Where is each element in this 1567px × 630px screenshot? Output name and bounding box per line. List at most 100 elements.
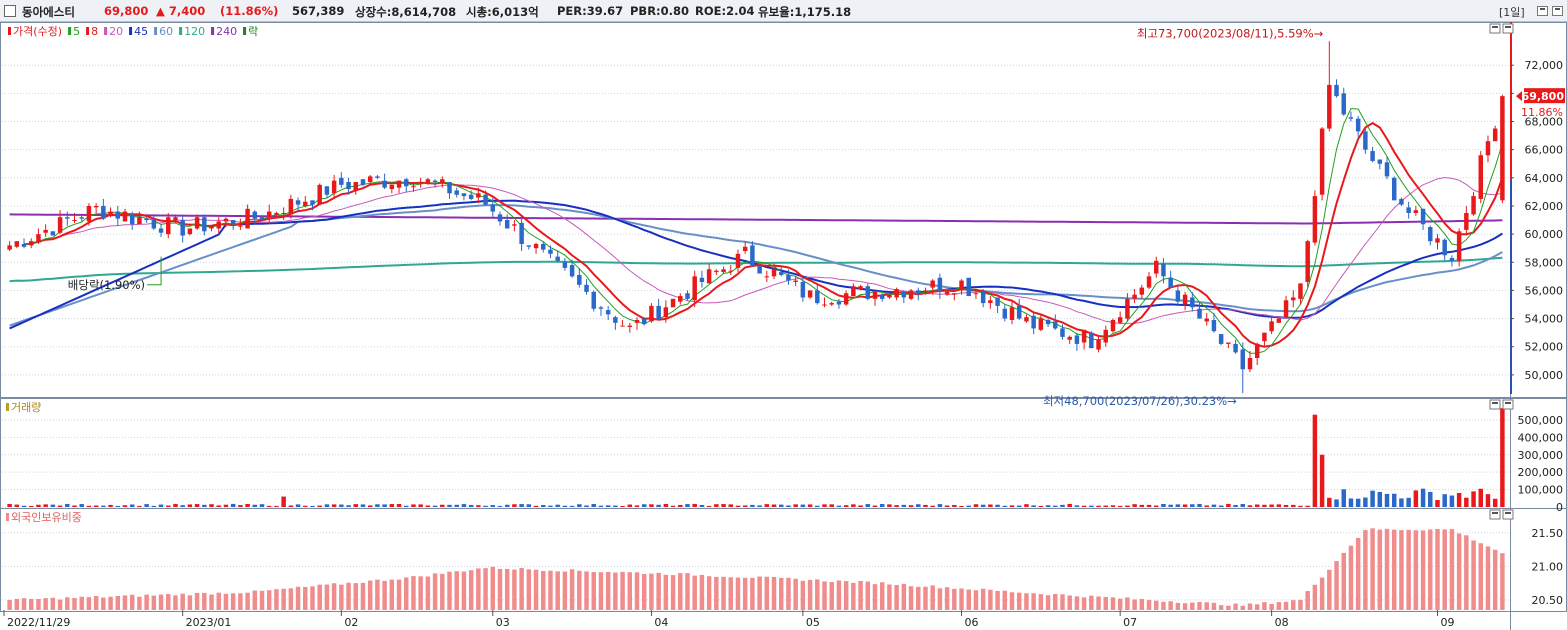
candle-body <box>555 256 560 261</box>
candle-body <box>1456 231 1462 261</box>
volume-bar <box>418 504 423 507</box>
volume-panel[interactable] <box>7 408 1505 507</box>
volume-bar <box>36 504 41 507</box>
price-tick-label: 54,000 <box>1525 313 1564 326</box>
candle-body <box>79 217 84 219</box>
price-tick-label: 56,000 <box>1525 284 1564 297</box>
volume-bar <box>115 505 121 507</box>
volume-bar <box>771 504 777 507</box>
volume-bar <box>101 505 106 507</box>
volume-bar <box>735 505 741 507</box>
price-panel[interactable] <box>7 41 1505 394</box>
foreign-ratio-bar <box>1117 598 1123 610</box>
candle-body <box>1110 319 1116 332</box>
foreign-ratio-bar <box>86 597 92 610</box>
volume-bar <box>1117 505 1123 507</box>
volume-bar <box>266 505 272 507</box>
volume-bar <box>461 504 467 507</box>
x-tick-label: 02 <box>344 616 358 629</box>
foreign-ratio-bar <box>1478 543 1483 610</box>
candle-body <box>980 291 986 304</box>
maximize-panel-icon <box>1502 23 1514 34</box>
select-checkbox[interactable] <box>4 5 16 17</box>
foreign-tick-label: 21.50 <box>1532 527 1564 540</box>
volume-bar <box>382 504 387 507</box>
stock-chart[interactable]: 72,00070,00068,00066,00064,00062,00060,0… <box>0 22 1567 630</box>
candle-body <box>649 305 654 322</box>
price-tick-label: 66,000 <box>1525 144 1564 157</box>
volume-bar <box>447 504 452 507</box>
volume-bar <box>966 505 971 507</box>
volume-bar <box>1038 505 1044 507</box>
candle-body <box>497 214 503 222</box>
volume-bar <box>238 505 243 507</box>
foreign-ratio-bar <box>872 584 878 610</box>
volume-bar <box>779 504 784 507</box>
volume-bar <box>1009 505 1015 507</box>
foreign-ratio-bar <box>1139 598 1145 610</box>
foreign-ratio-bar <box>706 576 712 610</box>
volume-bar <box>786 505 791 507</box>
foreign-ratio-bar <box>1197 602 1202 610</box>
foreign-ratio-bar <box>216 592 221 610</box>
legend-swatch <box>86 27 90 35</box>
x-tick-label: 2023/01 <box>186 616 232 629</box>
volume-bar <box>432 505 438 507</box>
grid-lines <box>2 64 1510 601</box>
volume-bar <box>166 505 171 507</box>
volume-bar <box>1067 503 1072 507</box>
volume-bar <box>1081 505 1087 507</box>
minimize-icon[interactable] <box>1537 6 1548 16</box>
volume-bar <box>317 505 322 507</box>
candle-body <box>605 310 611 315</box>
foreign-ratio-bar <box>331 583 337 610</box>
foreign-ratio-bar <box>641 574 647 610</box>
foreign-ratio-bar <box>1471 540 1476 610</box>
volume-bar <box>122 505 128 507</box>
foreign-ratio-bar <box>50 597 56 610</box>
maximize-icon[interactable] <box>1552 6 1563 16</box>
candle-body <box>1355 118 1361 132</box>
candle-body <box>779 272 784 275</box>
foreign-ratio-bar <box>937 588 943 610</box>
foreign-ratio-bar <box>187 595 193 610</box>
candle-body <box>577 274 582 285</box>
foreign-ratio-bar <box>259 590 265 610</box>
volume-bar <box>541 504 546 507</box>
candle-body <box>1327 84 1332 129</box>
volume-bar <box>1449 495 1455 507</box>
foreign-ratio-bar <box>432 573 438 610</box>
foreign-ratio-bar <box>1154 600 1159 610</box>
x-tick-label: 06 <box>965 616 979 629</box>
period-selector[interactable]: [1일] <box>1499 6 1525 19</box>
foreign-ratio-bar <box>908 586 914 610</box>
y-axis-accent-up <box>1510 22 1512 180</box>
volume-bar <box>339 504 344 507</box>
chart-labels: 최고73,700(2023/08/11),5.59%→ 최저48,700(2023… <box>6 25 1324 524</box>
candle-body <box>14 241 20 247</box>
volume-bar <box>21 505 27 507</box>
legend-swatch <box>8 27 11 35</box>
volume-bar <box>396 503 402 507</box>
foreign-ratio-bar <box>1146 600 1152 610</box>
current-price-label: 69,800 <box>1522 90 1565 103</box>
foreign-ratio-bar <box>699 574 705 610</box>
volume-bar <box>202 504 207 507</box>
foreign-ratio-bar <box>634 572 640 610</box>
volume-bar <box>1211 504 1217 507</box>
candle-body <box>584 284 589 292</box>
volume-bar <box>1074 505 1080 507</box>
foreign-ratio-bar <box>353 583 358 610</box>
volume-bar <box>476 505 481 507</box>
foreign-ratio-bar <box>995 590 1000 610</box>
candle-body <box>7 245 12 250</box>
title-bar: 동아에스티 69,800 ▲ 7,400 (11.86%) 567,389 상장… <box>0 0 1567 22</box>
volume-legend-swatch <box>6 403 9 411</box>
foreign-ratio-bar <box>65 597 70 610</box>
foreign-ratio-bar <box>916 586 921 610</box>
volume-bar <box>944 505 950 507</box>
volume-tick-label: 100,000 <box>1518 484 1564 497</box>
foreign-ratio-bar <box>1442 529 1447 610</box>
foreign-ratio-panel[interactable] <box>7 528 1505 610</box>
current-price-arrow <box>1516 91 1522 102</box>
